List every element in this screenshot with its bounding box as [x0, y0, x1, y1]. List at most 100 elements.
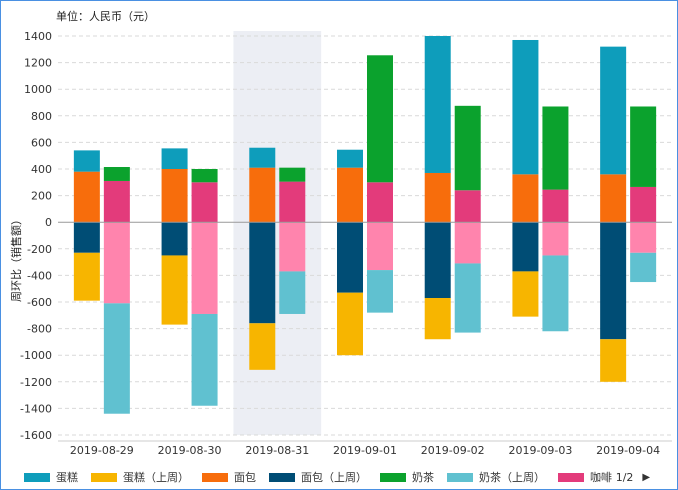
legend-label: 面包 — [234, 471, 256, 484]
bar — [249, 167, 276, 223]
legend-page-indicator: 1/2 — [615, 470, 634, 484]
legend-item[interactable]: 奶茶 — [380, 469, 434, 485]
y-tick-label: -1600 — [20, 429, 52, 442]
bar — [512, 222, 539, 272]
bar — [161, 222, 188, 256]
bar — [279, 167, 306, 182]
y-tick-label: -1000 — [20, 349, 52, 362]
bar — [600, 174, 627, 223]
bar — [191, 222, 218, 314]
y-tick-label: -400 — [27, 269, 52, 282]
bar — [542, 189, 569, 223]
legend-item[interactable]: 蛋糕（上周） — [91, 469, 189, 485]
legend-swatch — [558, 472, 584, 482]
bar — [279, 222, 306, 272]
bar — [630, 106, 657, 187]
y-tick-label: 600 — [31, 136, 52, 149]
x-tick-label: 2019-08-30 — [158, 444, 222, 457]
bar — [73, 252, 100, 301]
bar — [512, 174, 539, 223]
bar — [367, 222, 393, 271]
bar — [249, 222, 276, 324]
bar — [73, 222, 100, 253]
bar — [600, 46, 627, 175]
y-tick-label: 1200 — [24, 57, 52, 70]
y-tick-label: 400 — [31, 163, 52, 176]
bar — [279, 271, 306, 314]
legend-item[interactable]: 蛋糕 — [24, 469, 78, 485]
bar — [454, 190, 481, 223]
legend-swatch — [202, 472, 228, 482]
bar — [103, 167, 130, 181]
bar — [512, 39, 539, 175]
bar — [454, 222, 481, 264]
legend-swatch — [91, 472, 117, 482]
bar — [337, 292, 363, 356]
legend-item[interactable]: 面包 — [202, 469, 256, 485]
y-tick-label: -200 — [27, 243, 52, 256]
bar — [367, 55, 393, 183]
bar — [424, 36, 451, 173]
x-tick-label: 2019-08-29 — [70, 444, 134, 457]
bar — [337, 149, 363, 168]
legend-next-icon[interactable]: ▶ — [642, 471, 651, 483]
bar — [424, 222, 451, 299]
bar — [542, 106, 569, 190]
bar — [103, 303, 130, 414]
legend-label: 蛋糕 — [56, 471, 78, 484]
bar — [337, 167, 363, 223]
bar — [367, 182, 393, 223]
bar — [161, 255, 188, 325]
y-tick-label: 800 — [31, 110, 52, 123]
legend-pager: ◀ 1/2 ▶ — [596, 469, 653, 485]
bar — [279, 181, 306, 223]
y-tick-label: 200 — [31, 190, 52, 203]
y-tick-label: 1000 — [24, 83, 52, 96]
y-tick-label: -600 — [27, 296, 52, 309]
legend-swatch — [269, 472, 295, 482]
bar — [161, 148, 188, 169]
bar — [630, 222, 657, 253]
bar — [191, 313, 218, 406]
legend-label: 蛋糕（上周） — [123, 471, 189, 484]
x-tick-label: 2019-09-01 — [333, 444, 397, 457]
y-tick-label: 1400 — [24, 30, 52, 43]
legend-label: 奶茶 — [412, 471, 434, 484]
legend-item[interactable]: 奶茶（上周） — [447, 469, 545, 485]
bar — [103, 222, 130, 304]
legend-item[interactable]: 面包（上周） — [269, 469, 367, 485]
bar — [337, 222, 363, 293]
bar — [630, 186, 657, 223]
bar — [249, 147, 276, 168]
legend: 蛋糕 蛋糕（上周） 面包 面包（上周） 奶茶 奶茶（上周） 咖啡 — [24, 469, 625, 485]
legend-swatch — [24, 472, 50, 482]
y-tick-label: -800 — [27, 323, 52, 336]
bar — [424, 298, 451, 340]
x-tick-label: 2019-09-03 — [508, 444, 572, 457]
bar — [73, 171, 100, 223]
bar — [512, 271, 539, 317]
bar — [630, 252, 657, 283]
bar — [600, 222, 627, 340]
legend-item[interactable]: 咖啡 — [558, 469, 612, 485]
x-tick-label: 2019-09-02 — [421, 444, 485, 457]
bar — [191, 182, 218, 223]
legend-label: 面包（上周） — [301, 471, 367, 484]
x-tick-label: 2019-08-31 — [245, 444, 309, 457]
legend-label: 咖啡 — [590, 471, 612, 484]
bar — [249, 323, 276, 370]
bar — [367, 270, 393, 313]
y-tick-label: -1400 — [20, 402, 52, 415]
bar — [191, 169, 218, 183]
bar — [542, 222, 569, 256]
bar — [424, 172, 451, 223]
bar — [103, 180, 130, 223]
x-tick-label: 2019-09-04 — [596, 444, 660, 457]
legend-prev-icon[interactable]: ◀ — [599, 471, 607, 483]
bar — [161, 169, 188, 223]
bar — [454, 105, 481, 191]
bar — [73, 150, 100, 172]
legend-swatch — [380, 472, 406, 482]
y-tick-label: -1200 — [20, 376, 52, 389]
